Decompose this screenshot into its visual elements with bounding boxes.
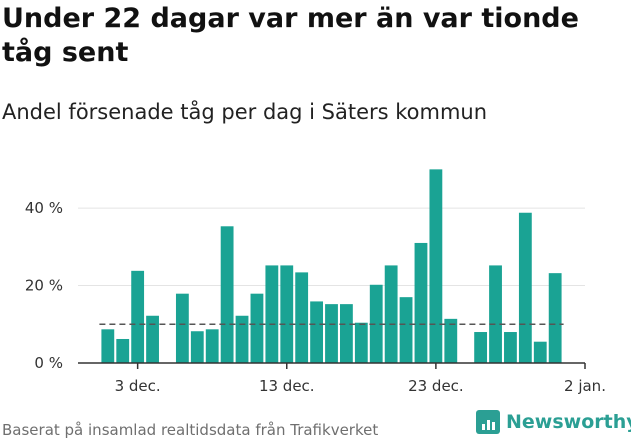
chart-subtitle: Andel försenade tåg per dag i Säters kom… [2, 100, 488, 124]
x-tick-label: 13 dec. [259, 377, 315, 395]
bar [280, 265, 294, 363]
bar [131, 270, 145, 363]
bar [205, 329, 219, 363]
bar [504, 332, 517, 363]
bar [489, 265, 502, 363]
brand-logo: Newsworthy [476, 410, 631, 434]
bar [146, 315, 159, 363]
bar [250, 293, 264, 363]
bar [474, 332, 488, 363]
x-tick-label: 3 dec. [115, 377, 161, 395]
bar [548, 273, 562, 363]
bar [310, 301, 323, 363]
bar [295, 272, 309, 363]
bar [429, 169, 443, 363]
bar [354, 322, 368, 363]
bar [340, 304, 353, 363]
x-tick-label: 2 jan. [564, 377, 606, 395]
x-tick-label: 23 dec. [408, 377, 464, 395]
y-tick-label: 20 % [25, 277, 63, 295]
y-tick-label: 0 % [34, 354, 63, 372]
bar [220, 226, 234, 363]
bar [190, 331, 204, 363]
bar [101, 329, 115, 363]
bar [175, 293, 189, 363]
bar-chart: 0 % 20 % 40 % 3 dec. 13 dec. 23 dec. 2 jan. [25, 169, 606, 395]
bars [101, 169, 562, 363]
axes: 0 % 20 % 40 % 3 dec. 13 dec. 23 dec. 2 jan. [25, 199, 606, 395]
bar [399, 297, 413, 363]
bar-chart-logo-icon [476, 410, 500, 434]
bar [235, 315, 249, 363]
bar [265, 265, 279, 363]
bar [325, 304, 338, 363]
bar [369, 284, 383, 363]
bar [533, 341, 547, 363]
bar [384, 265, 398, 363]
bar [518, 212, 532, 363]
chart-title: Under 22 dagar var mer än var tionde tåg… [2, 3, 579, 68]
bar [414, 242, 428, 363]
bar [444, 318, 458, 363]
brand-name: Newsworthy [506, 411, 631, 433]
y-tick-label: 40 % [25, 199, 63, 217]
gridlines [78, 207, 585, 287]
source-note: Baserat på insamlad realtidsdata från Tr… [2, 421, 379, 439]
bar [116, 338, 130, 363]
